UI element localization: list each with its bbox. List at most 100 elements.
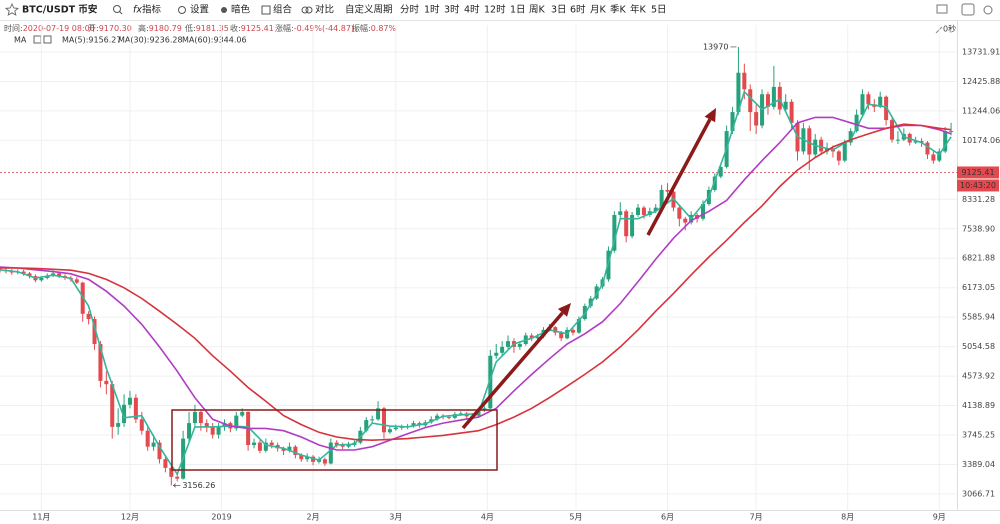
camera-icon[interactable]	[961, 3, 975, 16]
candle-body	[157, 442, 162, 460]
candle-body	[364, 420, 369, 431]
y-tick-label: 5054.58	[962, 342, 995, 351]
ma-settings-icon[interactable]	[43, 35, 52, 44]
y-tick-label: 12425.88	[962, 77, 1000, 86]
ma-line	[0, 123, 952, 442]
candle-body	[281, 448, 286, 451]
window-icon[interactable]	[936, 4, 948, 14]
candle-body	[807, 128, 812, 155]
candle-body	[535, 336, 540, 339]
candle-body	[890, 120, 895, 140]
candle-body	[854, 114, 859, 132]
candle-body	[127, 397, 132, 405]
ma-eye-icon[interactable]	[33, 35, 42, 44]
candle-body	[635, 207, 641, 215]
info-item: 低:9181.35	[185, 23, 229, 33]
candle-body	[913, 141, 918, 143]
interval-button[interactable]: 季K	[610, 4, 627, 16]
toolbar-button[interactable]: 自定义周期	[345, 4, 393, 16]
interval-button[interactable]: 3时	[444, 4, 460, 16]
candle-body	[151, 442, 156, 447]
info-value: 9181.35	[196, 24, 229, 33]
x-tick-label: 8月	[841, 513, 854, 522]
search-icon[interactable]	[113, 5, 121, 13]
toolbar-button[interactable]: 组合	[273, 4, 293, 16]
interval-button[interactable]: 12时	[484, 4, 506, 16]
candle-body	[571, 329, 576, 333]
candle-body	[74, 279, 79, 283]
candle-body	[937, 151, 942, 161]
range-box	[171, 409, 498, 471]
candle-body	[500, 346, 505, 353]
candle-body	[848, 131, 853, 143]
candle-body	[257, 442, 262, 451]
min-pointer	[173, 483, 181, 488]
last-price-label: 9125.41	[961, 168, 994, 177]
interval-button[interactable]: 分时	[400, 4, 420, 16]
candle-body	[712, 176, 717, 190]
info-label: 高:	[138, 23, 149, 33]
toolbar-button[interactable]: 对比	[315, 4, 334, 16]
interval-button[interactable]: 4时	[464, 4, 480, 16]
toolbar-button[interactable]: 指标	[142, 4, 162, 16]
trend-arrow-head	[704, 108, 716, 123]
y-tick-label: 6173.05	[962, 283, 995, 292]
candle-body	[446, 417, 451, 419]
candle-body	[198, 411, 203, 424]
interval-button[interactable]: 6时	[570, 4, 586, 16]
candle-body	[305, 456, 310, 460]
candle-body	[252, 442, 257, 446]
candle-body	[104, 380, 109, 385]
candle-body	[169, 467, 174, 477]
candle-body	[139, 419, 144, 431]
info-value: -0.49%(-44.87)	[294, 24, 354, 33]
star-icon[interactable]	[4, 2, 20, 16]
candle-body	[718, 166, 723, 177]
candle-body	[387, 429, 392, 433]
compare-icon	[305, 6, 313, 14]
candle-body	[411, 423, 416, 427]
candle-body	[381, 408, 386, 433]
candle-body	[813, 139, 818, 155]
interval-button[interactable]: 月K	[590, 5, 607, 16]
interval-button[interactable]: 1日	[510, 5, 526, 16]
candle-body	[630, 214, 635, 237]
info-item: 高:9180.79	[138, 23, 182, 33]
candle-body	[659, 189, 664, 208]
ma-line	[0, 90, 952, 476]
y-tick-label: 13731.91	[962, 48, 1000, 57]
candle-body	[145, 430, 150, 447]
toolbar-button[interactable]: 暗色	[231, 4, 251, 16]
candle-body	[234, 415, 239, 429]
candle-body	[777, 86, 782, 110]
interval-button[interactable]: 年K	[630, 4, 647, 16]
candle-body	[240, 411, 245, 416]
interval-button[interactable]: 3日	[551, 5, 567, 16]
candle-body	[878, 96, 883, 107]
interval-button[interactable]: 1时	[424, 4, 440, 16]
candle-body	[789, 101, 794, 123]
candle-body	[677, 207, 682, 219]
candle-body	[943, 131, 948, 152]
candle-body	[931, 154, 936, 161]
candle-body	[222, 423, 227, 427]
fullscreen-icon[interactable]	[983, 5, 993, 15]
interval-button[interactable]: 5日	[651, 5, 667, 16]
interval-button[interactable]: 周K	[529, 5, 546, 16]
y-tick-label: 3389.04	[962, 460, 995, 469]
toolbar-button[interactable]: 设置	[190, 5, 209, 16]
candle-body	[370, 419, 375, 421]
candle-body	[748, 89, 753, 113]
y-tick-label: 4573.92	[962, 372, 995, 381]
min-label: 3156.26	[182, 481, 215, 490]
x-tick-label: 9月	[933, 513, 946, 522]
candle-body	[925, 142, 930, 155]
candle-body	[736, 72, 741, 113]
candle-body	[683, 218, 688, 223]
compare-icon	[301, 6, 309, 14]
candle-body	[210, 426, 215, 435]
symbol[interactable]: BTC/USDT 币安	[22, 4, 98, 16]
annotation-layer	[171, 108, 716, 471]
candle-body	[612, 214, 617, 251]
